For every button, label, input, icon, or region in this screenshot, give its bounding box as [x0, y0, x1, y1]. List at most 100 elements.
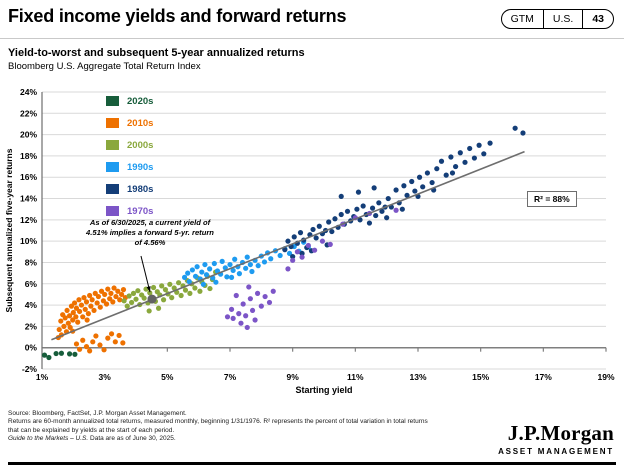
data-point-2010s — [77, 346, 83, 352]
annotation-line-1: As of 6/30/2025, a current yield of — [89, 218, 211, 227]
data-point-1980s — [338, 193, 344, 200]
data-point-2000s — [135, 288, 141, 294]
data-point-1980s — [366, 220, 373, 226]
trend-line — [51, 150, 525, 341]
data-point-1970s — [224, 314, 231, 320]
data-point-1980s — [449, 170, 456, 176]
data-point-2010s — [95, 293, 101, 300]
x-tick-label: 5% — [161, 372, 174, 382]
x-tick-label: 7% — [224, 372, 237, 382]
data-point-1980s — [476, 142, 482, 148]
data-point-1970s — [240, 301, 246, 307]
data-point-1970s — [266, 299, 273, 306]
data-point-1980s — [332, 216, 338, 222]
data-point-2010s — [58, 318, 64, 324]
data-point-2010s — [116, 332, 122, 339]
data-point-1990s — [214, 268, 221, 274]
data-point-1970s — [236, 311, 242, 317]
data-point-2000s — [182, 287, 189, 293]
logo-subtitle: ASSET MANAGEMENT — [498, 447, 614, 456]
data-point-1980s — [290, 254, 296, 260]
data-point-1980s — [291, 234, 297, 240]
legend-item-2000s: 2000s — [106, 134, 153, 156]
data-point-1990s — [186, 279, 192, 285]
data-point-2010s — [75, 319, 81, 325]
footnote-line-2: Returns are 60-month annualized total re… — [8, 418, 428, 426]
y-tick-label: 0% — [25, 343, 38, 353]
data-point-2010s — [108, 290, 114, 296]
data-point-1980s — [354, 206, 360, 212]
data-point-1980s — [467, 145, 473, 152]
data-point-2010s — [88, 303, 94, 309]
legend-swatch-2000s — [106, 140, 119, 150]
data-point-1970s — [327, 241, 333, 247]
data-point-2010s — [71, 300, 78, 306]
data-point-1970s — [294, 249, 300, 255]
data-point-2010s — [87, 292, 93, 299]
data-point-2010s — [105, 335, 111, 341]
data-point-1990s — [192, 273, 199, 279]
legend-label-1980s: 1980s — [127, 183, 154, 195]
data-point-1980s — [316, 223, 322, 229]
data-point-2000s — [192, 285, 198, 291]
data-point-1980s — [385, 195, 391, 202]
data-point-2010s — [113, 293, 119, 300]
scatter-plot: -2% 0% 2% 4% 6% 8% 10% 12% 14% 16% 18% 20% 22% 24% 1% 3… — [0, 78, 624, 408]
legend-label-1970s: 1970s — [127, 205, 154, 217]
data-point-1970s — [254, 290, 261, 296]
data-point-2010s — [73, 314, 79, 320]
data-point-2000s — [126, 293, 132, 299]
data-point-1980s — [373, 212, 379, 219]
data-point-1980s — [360, 203, 366, 209]
x-tick-label: 17% — [535, 372, 552, 382]
y-tick-label: 4% — [25, 300, 38, 310]
data-point-1980s — [357, 217, 363, 223]
data-point-1970s — [249, 307, 256, 314]
data-point-1990s — [286, 250, 293, 257]
data-point-2010s — [77, 308, 83, 315]
data-point-1990s — [255, 263, 261, 269]
data-point-2010s — [70, 309, 76, 316]
data-point-2010s — [73, 341, 80, 347]
x-tick-label: 3% — [99, 372, 112, 382]
data-point-1990s — [277, 252, 283, 259]
y-tick-label: 16% — [20, 172, 37, 182]
data-point-2010s — [66, 313, 73, 319]
data-point-1970s — [244, 324, 250, 331]
data-point-1970s — [319, 238, 326, 244]
data-point-2010s — [91, 307, 97, 314]
data-point-2000s — [133, 296, 139, 302]
data-point-1980s — [326, 219, 332, 225]
data-point-1980s — [512, 125, 518, 131]
data-point-1990s — [207, 266, 213, 272]
data-point-2010s — [65, 320, 71, 326]
data-point-1980s — [399, 206, 405, 212]
data-point-2010s — [78, 302, 85, 308]
y-tick-label: 6% — [25, 279, 38, 289]
data-point-1970s — [228, 306, 235, 312]
data-point-1980s — [297, 230, 304, 236]
data-point-2010s — [108, 331, 115, 337]
data-point-2000s — [171, 285, 177, 291]
data-point-1990s — [213, 279, 219, 285]
data-point-1980s — [371, 185, 377, 191]
data-point-1970s — [246, 284, 252, 290]
y-tick-label: -2% — [22, 364, 38, 374]
data-point-1970s — [262, 293, 268, 300]
data-point-2010s — [115, 288, 121, 294]
data-point-1990s — [232, 256, 238, 262]
chart-subheading: Bloomberg U.S. Aggregate Total Return In… — [8, 61, 201, 72]
data-point-2010s — [83, 344, 90, 350]
data-point-1970s — [258, 303, 264, 309]
legend-item-2020s: 2020s — [106, 90, 153, 112]
data-point-2010s — [105, 286, 111, 292]
data-point-1980s — [376, 200, 382, 206]
data-point-2000s — [147, 290, 153, 296]
y-tick-label: 24% — [20, 87, 37, 97]
data-point-2000s — [178, 292, 184, 299]
data-point-2010s — [82, 306, 88, 312]
data-point-1980s — [448, 154, 454, 160]
data-point-2010s — [112, 339, 118, 345]
data-point-1980s — [429, 179, 435, 186]
